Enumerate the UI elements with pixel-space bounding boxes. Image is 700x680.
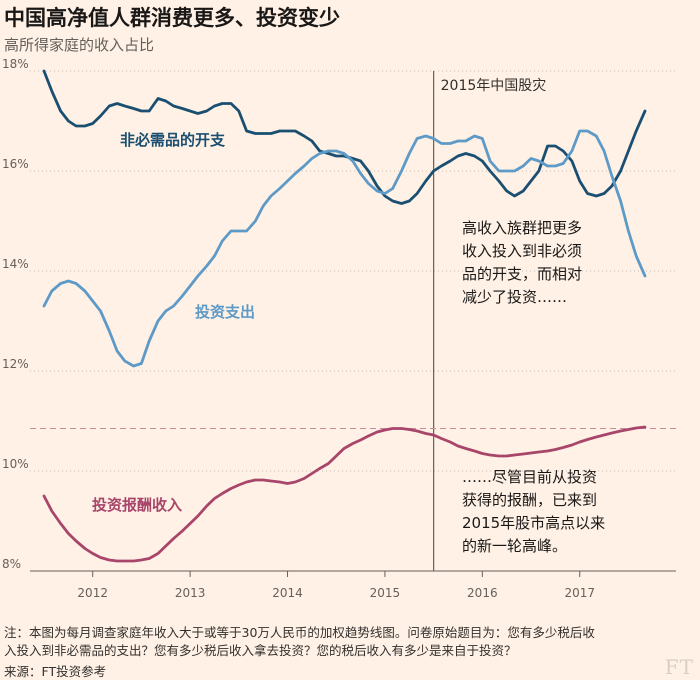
x-tick-label: 2017 [564, 586, 595, 600]
annotation-income-line: 获得的报酬，已来到 [462, 491, 597, 509]
x-tick-label: 2012 [77, 586, 108, 600]
line-chart: 8% 10% 12% 14% 16% 18% 2012 2013 2014 2015 2016 201… [2, 57, 676, 600]
series-label-investment: 投资支出 [195, 303, 255, 321]
y-tick-label: 12% [2, 357, 29, 371]
y-tick-label: 8% [2, 557, 21, 571]
ft-logo: FT [664, 655, 694, 679]
series-label-discretionary: 非必需品的开支 [120, 131, 226, 149]
chart-title: 中国高净值人群消费更多、投资变少 [4, 6, 340, 30]
series-label-investment-income: 投资报酬收入 [92, 496, 182, 514]
footnote: 注：本图为每月调查家庭年收入大于或等于30万人民币的加权趋势线图。问卷原始题目为… [4, 624, 694, 660]
discretionary-spending-line [42, 69, 647, 205]
annotation-spending-line: 减少了投资…… [462, 288, 567, 306]
annotation-income-line: 的新一轮高峰。 [462, 537, 567, 555]
investment-income-line [42, 425, 647, 563]
investment-spending-line [42, 129, 647, 368]
chart-subtitle: 高所得家庭的收入占比 [4, 36, 155, 54]
y-tick-label: 16% [2, 157, 29, 171]
x-tick-label: 2015 [370, 586, 401, 600]
annotation-spending-line: 品的开支，而相对 [462, 265, 582, 283]
y-tick-label: 14% [2, 257, 29, 271]
source-text: 来源：FT投资参考 [4, 664, 107, 679]
annotation-income-line: ……尽管目前从投资 [462, 468, 597, 486]
x-tick-label: 2013 [175, 586, 206, 600]
footnote-line-2: 入投入到非必需品的支出？您有多少税后收入拿去投资？您的税后收入有多少是来自于投资… [4, 643, 517, 658]
x-tick-label: 2016 [467, 586, 498, 600]
annotation-spending-line: 高收入族群把更多 [462, 219, 582, 237]
annotation-income-line: 2015年股市高点以来 [462, 514, 605, 532]
y-tick-label: 10% [2, 457, 29, 471]
y-tick-label: 18% [2, 57, 29, 71]
x-tick-label: 2014 [272, 586, 303, 600]
crash-reference-label: 2015年中国股灾 [441, 77, 547, 94]
annotation-spending-line: 收入投入到非必须 [462, 242, 582, 260]
footnote-line-1: 注：本图为每月调查家庭年收入大于或等于30万人民币的加权趋势线图。问卷原始题目为… [4, 625, 595, 640]
